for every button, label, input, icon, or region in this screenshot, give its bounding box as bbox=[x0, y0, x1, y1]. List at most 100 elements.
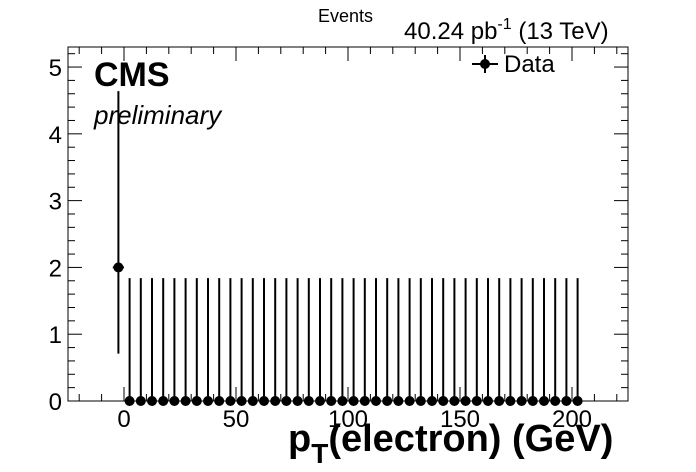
data-point bbox=[247, 396, 258, 406]
data-point bbox=[449, 396, 460, 406]
data-point-group bbox=[326, 278, 337, 406]
data-point bbox=[259, 396, 269, 406]
data-point-group bbox=[158, 278, 169, 406]
data-point bbox=[270, 396, 281, 406]
data-point bbox=[303, 396, 314, 406]
data-point-group bbox=[303, 278, 314, 406]
data-point-group bbox=[270, 278, 281, 406]
legend-entry-data: Data bbox=[504, 51, 555, 78]
preliminary-label: preliminary bbox=[93, 100, 223, 130]
data-point bbox=[292, 396, 303, 406]
data-point-group bbox=[135, 278, 146, 406]
y-tick-label: 5 bbox=[49, 55, 62, 82]
data-point-group bbox=[191, 278, 202, 406]
data-point-group bbox=[550, 278, 561, 406]
data-point-group bbox=[281, 278, 292, 406]
data-point-group bbox=[169, 278, 180, 406]
data-point-group bbox=[315, 278, 325, 406]
data-point bbox=[113, 262, 124, 273]
data-point-group bbox=[259, 278, 269, 406]
cms-label: CMS bbox=[94, 56, 170, 94]
data-point-group bbox=[505, 278, 516, 406]
x-axis-label-main: p bbox=[288, 418, 311, 460]
y-tick-label: 1 bbox=[49, 322, 62, 349]
lumi-label: 40.24 pb-1 (13 TeV) bbox=[404, 16, 609, 45]
data-point bbox=[415, 396, 426, 406]
data-point bbox=[225, 396, 236, 406]
y-tick-label: 3 bbox=[49, 189, 62, 216]
data-point-group bbox=[471, 278, 482, 406]
legend-marker-point bbox=[480, 59, 490, 69]
data-point bbox=[135, 396, 146, 406]
data-point-group bbox=[404, 278, 415, 406]
data-point bbox=[315, 396, 325, 406]
data-point bbox=[281, 396, 292, 406]
data-point bbox=[191, 396, 202, 406]
data-point-group bbox=[427, 278, 437, 406]
x-tick-label: 50 bbox=[223, 406, 250, 433]
y-tick-label: 2 bbox=[49, 255, 62, 282]
data-point bbox=[371, 396, 381, 406]
data-point bbox=[169, 396, 180, 406]
data-point bbox=[527, 396, 538, 406]
data-point-group bbox=[180, 278, 191, 406]
y-tick-label: 4 bbox=[49, 122, 62, 149]
data-point bbox=[460, 396, 471, 406]
data-point bbox=[337, 396, 348, 406]
data-marks bbox=[112, 91, 583, 406]
data-point-group bbox=[247, 278, 258, 406]
data-point-group bbox=[236, 278, 247, 406]
data-point bbox=[471, 396, 482, 406]
data-point-group bbox=[415, 278, 426, 406]
legend: Data bbox=[472, 51, 555, 78]
lumi-energy: (13 TeV) bbox=[512, 18, 609, 45]
data-point bbox=[438, 396, 449, 406]
x-tick-label: 200 bbox=[552, 406, 592, 433]
data-point bbox=[516, 396, 527, 406]
data-point-group bbox=[438, 278, 449, 406]
data-point bbox=[505, 396, 516, 406]
data-point bbox=[147, 396, 157, 406]
data-point-group bbox=[112, 91, 124, 354]
data-point-group bbox=[449, 278, 460, 406]
data-point-group bbox=[516, 278, 527, 406]
data-point-group bbox=[225, 278, 236, 406]
data-point bbox=[550, 396, 561, 406]
data-point bbox=[539, 396, 549, 406]
data-point-group bbox=[460, 278, 471, 406]
data-point-group bbox=[203, 278, 213, 406]
data-point-group bbox=[124, 278, 135, 406]
data-point bbox=[124, 396, 135, 406]
y-axis-label: Events bbox=[318, 6, 373, 26]
data-point-group bbox=[359, 278, 370, 406]
data-point bbox=[572, 396, 583, 406]
data-point-group bbox=[572, 278, 583, 406]
data-point bbox=[359, 396, 370, 406]
data-point bbox=[214, 396, 225, 406]
x-axis-label-sub: T bbox=[311, 438, 328, 469]
data-point bbox=[393, 396, 404, 406]
data-point bbox=[180, 396, 191, 406]
x-tick-label: 0 bbox=[117, 406, 130, 433]
data-point-group bbox=[292, 278, 303, 406]
y-tick-label: 0 bbox=[49, 389, 62, 416]
x-tick-label: 100 bbox=[328, 406, 368, 433]
data-point-group bbox=[382, 278, 393, 406]
data-point-group bbox=[214, 278, 225, 406]
data-point bbox=[236, 396, 247, 406]
data-point bbox=[382, 396, 393, 406]
x-tick-label: 150 bbox=[440, 406, 480, 433]
data-point-group bbox=[483, 278, 493, 406]
data-point bbox=[326, 396, 337, 406]
data-point bbox=[348, 396, 359, 406]
data-point-group bbox=[147, 278, 157, 406]
x-axis-label-rest: (electron) (GeV) bbox=[328, 418, 613, 460]
x-axis-label: pT(electron) (GeV) bbox=[288, 418, 613, 469]
data-point bbox=[494, 396, 505, 406]
data-point-group bbox=[337, 278, 348, 406]
data-point-group bbox=[561, 278, 572, 406]
data-point bbox=[561, 396, 572, 406]
data-point bbox=[158, 396, 169, 406]
